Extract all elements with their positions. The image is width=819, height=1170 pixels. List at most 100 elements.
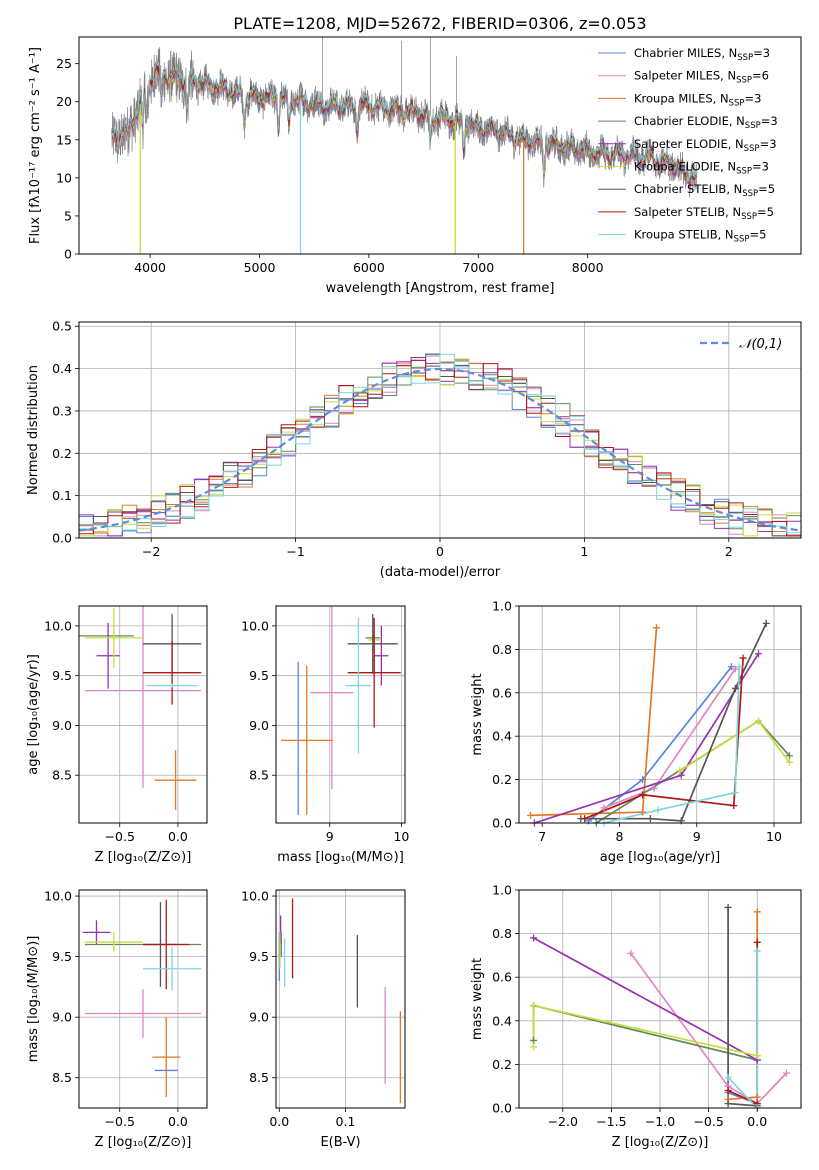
x-tick-label: −1 (286, 544, 304, 559)
normal-reference-curve (79, 367, 801, 532)
data-point-marker (727, 663, 735, 671)
x-tick-label: 5000 (244, 260, 276, 275)
y-tick-label: 20 (56, 94, 72, 109)
x-tick-label: −0.5 (105, 829, 135, 844)
legend-subscript: SSP (729, 98, 745, 108)
data-point-marker (639, 776, 647, 784)
legend-label: Chabrier MILES, N (634, 46, 737, 60)
legend-value: =3 (752, 160, 769, 174)
legend-subscript: SSP (737, 53, 753, 63)
y-axis-label: age [log₁₀(age/yr)] (26, 654, 41, 775)
series-line-salpeter-elodie (533, 937, 758, 1061)
chart-title: PLATE=1208, MJD=52672, FIBERID=0306, z=0… (233, 14, 646, 33)
legend-value: =6 (752, 69, 769, 83)
y-tick-label: 9.5 (52, 949, 72, 964)
legend-label: Chabrier STELIB, N (634, 182, 742, 196)
data-point-marker (724, 1100, 732, 1108)
plot-area (111, 37, 698, 254)
data-point-marker (753, 908, 761, 916)
y-tick-label: 15 (56, 132, 72, 147)
legend-entry: 𝒩(0,1) (739, 337, 782, 352)
data-point-marker (785, 752, 793, 760)
plot-area (79, 606, 202, 811)
panel-7: −2.0 −1.5 −1.0 −0.5 0.0 0.0 0.2 0.4 0.6 0.8 1.0 Z [… (470, 883, 802, 1150)
y-tick-label: 0.8 (492, 642, 512, 657)
legend-subscript: SSP (742, 189, 758, 199)
y-tick-label: 9.5 (249, 668, 269, 683)
data-point-marker (639, 808, 647, 816)
y-tick-label: 10.0 (44, 889, 72, 904)
x-tick-label: −1.0 (645, 1114, 675, 1129)
y-tick-label: 9.0 (249, 1010, 269, 1025)
y-tick-label: 0.4 (492, 729, 512, 744)
y-tick-label: 0.2 (492, 1057, 512, 1072)
x-tick-label: 8 (615, 829, 623, 844)
x-axis-label: wavelength [Angstrom, rest frame] (326, 281, 555, 296)
x-tick-label: 0.0 (747, 1114, 767, 1129)
data-point-marker (527, 811, 535, 819)
legend-label: Salpeter MILES, N (634, 69, 736, 83)
x-tick-label: −0.5 (105, 1114, 135, 1129)
y-tick-label: 0.6 (492, 970, 512, 985)
legend-label: Salpeter STELIB, N (634, 205, 741, 219)
legend-subscript: SSP (744, 144, 760, 154)
x-tick-label: 0.1 (336, 1114, 356, 1129)
legend-entry: Chabrier STELIB, NSSP=5 (634, 182, 775, 199)
legend-entry: Salpeter MILES, NSSP=6 (634, 69, 769, 86)
data-point-marker (600, 804, 608, 812)
plot-area (82, 899, 202, 1098)
legend-label: Kroupa MILES, N (634, 91, 729, 105)
panel-1: 𝒩(0,1) −2 −1 0 1 2 0.0 0.1 0.2 0.3 0.4 0.5 (data-mod… (26, 319, 802, 580)
y-tick-label: 0.3 (52, 403, 72, 418)
data-point-marker (730, 802, 738, 810)
x-axis-label: age [log₁₀(age/yr)] (600, 850, 721, 865)
legend-subscript: SSP (741, 212, 757, 222)
data-point-marker (782, 1069, 790, 1077)
panel-5: −0.5 0.0 8.5 9.0 9.5 10.0 Z [log₁₀(Z/Z⊙)] mass … (26, 889, 208, 1150)
y-tick-label: 0.8 (492, 926, 512, 941)
series-line-kroupa-stelib (603, 666, 741, 823)
data-point-marker (785, 758, 793, 766)
x-axis-label: Z [log₁₀(Z/Z⊙)] (95, 1135, 192, 1150)
data-point-marker (762, 619, 770, 627)
x-tick-label: −2 (142, 544, 160, 559)
data-point-marker (731, 789, 739, 797)
y-tick-label: 1.0 (492, 599, 512, 614)
y-tick-label: 0.6 (492, 685, 512, 700)
legend-label: Chabrier ELODIE, N (634, 114, 745, 128)
data-point-marker (724, 903, 732, 911)
legend-subscript: SSP (745, 121, 761, 131)
data-point-marker (739, 654, 747, 662)
legend-subscript: SSP (736, 167, 752, 177)
panel-6: 0.0 0.1 8.5 9.0 9.5 10.0 E(B-V) (241, 889, 406, 1150)
x-tick-label: 7000 (462, 260, 494, 275)
x-tick-label: 7 (538, 829, 546, 844)
y-axis-label: mass weight (470, 958, 485, 1040)
y-tick-label: 10 (56, 170, 72, 185)
x-tick-label: 1 (580, 544, 588, 559)
legend-value: =5 (757, 205, 774, 219)
axes-frame (78, 605, 208, 824)
legend-subscript: SSP (736, 76, 752, 86)
legend-label: Salpeter ELODIE, N (634, 137, 744, 151)
y-tick-label: 9.5 (249, 949, 269, 964)
x-tick-label: 9 (693, 829, 701, 844)
data-point-marker (530, 1036, 538, 1044)
x-tick-label: 10 (393, 829, 409, 844)
x-tick-label: 2 (725, 544, 733, 559)
data-point-marker (677, 771, 685, 779)
panel-4: 7 8 9 10 0.0 0.2 0.4 0.6 0.8 1.0 age [log₁₀(age/yr… (470, 599, 802, 865)
data-point-marker (646, 815, 654, 823)
legend-value: =5 (749, 228, 766, 242)
data-point-marker (676, 767, 684, 775)
x-tick-label: 4000 (134, 260, 166, 275)
y-tick-label: 10.0 (44, 618, 72, 633)
y-tick-label: 8.5 (52, 768, 72, 783)
axes-frame (518, 605, 802, 824)
axes-frame (275, 889, 406, 1109)
data-point-marker (650, 784, 658, 792)
y-tick-label: 1.0 (492, 883, 512, 898)
